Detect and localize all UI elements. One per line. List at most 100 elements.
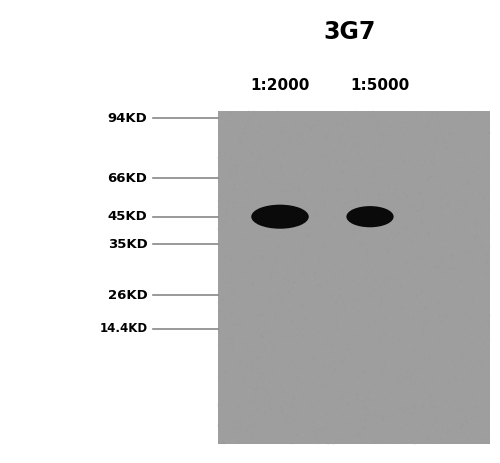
Point bbox=[434, 414, 442, 421]
Point bbox=[484, 437, 492, 444]
Point bbox=[480, 383, 488, 391]
Point bbox=[382, 193, 390, 200]
Point bbox=[330, 149, 338, 156]
Point bbox=[410, 277, 418, 284]
Point bbox=[320, 138, 328, 145]
Point bbox=[252, 153, 260, 161]
Point bbox=[380, 272, 388, 280]
Point bbox=[423, 243, 431, 250]
Point bbox=[403, 389, 411, 396]
Point bbox=[228, 179, 236, 187]
Point bbox=[352, 289, 360, 296]
Point bbox=[354, 355, 362, 363]
Point bbox=[350, 304, 358, 311]
Point bbox=[413, 318, 421, 325]
Point bbox=[362, 412, 370, 419]
Point bbox=[436, 298, 444, 305]
Point bbox=[346, 432, 354, 440]
Point bbox=[408, 309, 416, 316]
Point bbox=[336, 293, 344, 300]
Point bbox=[316, 283, 324, 290]
Point bbox=[278, 361, 285, 369]
Point bbox=[450, 255, 458, 263]
Point bbox=[358, 379, 366, 386]
Point bbox=[448, 130, 456, 137]
Point bbox=[314, 414, 322, 422]
Point bbox=[328, 270, 336, 278]
Point bbox=[238, 320, 246, 328]
Point bbox=[401, 374, 409, 381]
Point bbox=[442, 263, 450, 270]
Point bbox=[418, 386, 426, 393]
Text: 1:2000: 1:2000 bbox=[250, 78, 310, 93]
Point bbox=[314, 419, 322, 426]
Point bbox=[297, 133, 305, 140]
Point bbox=[228, 325, 235, 332]
Point bbox=[294, 284, 302, 291]
Point bbox=[428, 239, 436, 246]
Point bbox=[337, 153, 345, 160]
Point bbox=[426, 425, 434, 433]
Point bbox=[280, 313, 288, 320]
Point bbox=[267, 382, 275, 389]
Point bbox=[288, 226, 296, 233]
Point bbox=[401, 190, 409, 198]
Point bbox=[250, 182, 258, 189]
Point bbox=[286, 326, 294, 333]
Point bbox=[269, 262, 277, 269]
Point bbox=[464, 430, 472, 437]
Point bbox=[229, 321, 237, 329]
Point bbox=[350, 298, 358, 305]
Point bbox=[334, 325, 342, 332]
Point bbox=[402, 309, 410, 317]
Point bbox=[393, 169, 401, 176]
Point bbox=[460, 116, 468, 124]
Point bbox=[326, 195, 334, 203]
Point bbox=[356, 414, 364, 422]
Point bbox=[256, 191, 264, 199]
Point bbox=[336, 438, 344, 446]
Point bbox=[276, 404, 284, 411]
Point bbox=[280, 383, 287, 391]
Point bbox=[364, 197, 372, 205]
Point bbox=[442, 208, 450, 215]
Point bbox=[254, 249, 262, 256]
Point bbox=[456, 276, 464, 284]
Point bbox=[302, 181, 310, 188]
Point bbox=[328, 423, 336, 431]
Point bbox=[320, 136, 328, 143]
Point bbox=[214, 422, 222, 430]
Point bbox=[410, 429, 418, 436]
Point bbox=[324, 280, 332, 288]
Point bbox=[294, 431, 302, 438]
Point bbox=[468, 194, 476, 201]
Point bbox=[349, 351, 357, 359]
Point bbox=[235, 110, 243, 118]
Point bbox=[282, 435, 290, 443]
Point bbox=[376, 170, 384, 177]
Point bbox=[344, 174, 352, 181]
Point bbox=[446, 154, 454, 161]
Point bbox=[353, 210, 361, 218]
Point bbox=[234, 299, 242, 306]
Point bbox=[420, 219, 428, 226]
Point bbox=[476, 190, 484, 197]
Point bbox=[242, 298, 250, 306]
Point bbox=[332, 163, 340, 171]
Point bbox=[336, 346, 344, 353]
Point bbox=[307, 285, 315, 293]
Point bbox=[334, 417, 342, 424]
Point bbox=[277, 131, 285, 138]
Point bbox=[460, 350, 468, 358]
Point bbox=[364, 179, 372, 186]
Point bbox=[272, 381, 280, 388]
Point bbox=[255, 403, 263, 411]
Point bbox=[316, 210, 324, 217]
Point bbox=[263, 312, 271, 319]
Point bbox=[405, 407, 413, 414]
Point bbox=[236, 418, 244, 425]
Point bbox=[455, 175, 463, 182]
Point bbox=[368, 363, 376, 371]
Point bbox=[414, 243, 422, 250]
Point bbox=[430, 116, 438, 124]
